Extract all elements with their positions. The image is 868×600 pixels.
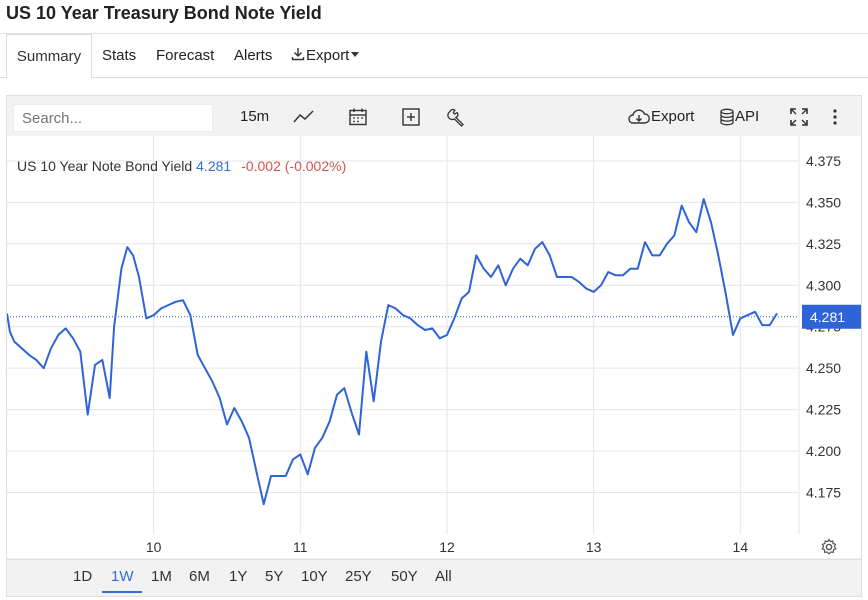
range-6m[interactable]: 6M bbox=[189, 568, 210, 585]
active-range-underline bbox=[102, 591, 142, 593]
y-tick-label: 4.225 bbox=[806, 402, 841, 418]
y-tick-label: 4.375 bbox=[806, 153, 841, 169]
export-button[interactable]: Export bbox=[627, 102, 694, 132]
y-tick-label: 4.200 bbox=[806, 443, 841, 459]
range-1d[interactable]: 1D bbox=[73, 568, 93, 585]
range-50y[interactable]: 50Y bbox=[391, 568, 418, 585]
range-10y[interactable]: 10Y bbox=[301, 568, 328, 585]
range-5y[interactable]: 5Y bbox=[265, 568, 284, 585]
legend-series-name: US 10 Year Note Bond Yield bbox=[17, 158, 193, 174]
plot-area: 4.1754.2004.2254.2504.2754.3004.3254.350… bbox=[6, 136, 861, 558]
series-line bbox=[6, 198, 778, 506]
api-button[interactable]: API bbox=[719, 102, 759, 132]
tab-summary[interactable]: Summary bbox=[6, 34, 92, 79]
gear-icon[interactable] bbox=[820, 538, 838, 556]
page-title: US 10 Year Treasury Bond Note Yield bbox=[6, 3, 322, 23]
tab-alerts[interactable]: Alerts bbox=[234, 47, 273, 64]
x-tick-label: 11 bbox=[293, 539, 308, 555]
interval-selector[interactable]: 15m bbox=[240, 108, 270, 125]
api-button-label: API bbox=[735, 108, 760, 125]
x-tick-label: 10 bbox=[146, 539, 162, 555]
last-value-badge bbox=[802, 304, 861, 329]
cloud-download-icon bbox=[628, 109, 650, 124]
line-chart-icon[interactable] bbox=[293, 102, 315, 132]
range-1y[interactable]: 1Y bbox=[229, 568, 248, 585]
chart-legend: US 10 Year Note Bond Yield 4.281 -0.002 (-… bbox=[17, 158, 346, 174]
range-1m[interactable]: 1M bbox=[151, 568, 172, 585]
y-tick-label: 4.350 bbox=[806, 194, 841, 210]
chevron-down-icon bbox=[351, 52, 360, 57]
symbol-search-input[interactable] bbox=[13, 104, 213, 132]
x-tick-label: 13 bbox=[586, 539, 602, 555]
wrench-icon[interactable] bbox=[447, 102, 467, 132]
range-selector-bar: 1D 1W 1M 6M 1Y 5Y 10Y 25Y 50Y All bbox=[7, 538, 861, 596]
tab-export[interactable]: Export bbox=[291, 34, 360, 78]
download-icon bbox=[291, 48, 305, 61]
export-button-label: Export bbox=[651, 108, 695, 125]
fullscreen-icon[interactable] bbox=[789, 102, 809, 132]
chart-panel: 15m Export API 4.1754.2004.2254.2504.275… bbox=[6, 95, 862, 597]
add-indicator-icon[interactable] bbox=[401, 102, 421, 132]
legend-change: -0.002 (-0.002%) bbox=[241, 158, 347, 174]
y-tick-label: 4.325 bbox=[806, 236, 841, 252]
y-tick-label: 4.300 bbox=[806, 277, 841, 293]
tab-export-label: Export bbox=[306, 47, 350, 64]
tab-forecast[interactable]: Forecast bbox=[156, 47, 215, 64]
last-value-label: 4.281 bbox=[810, 309, 845, 325]
tab-stats[interactable]: Stats bbox=[102, 47, 137, 64]
y-tick-label: 4.250 bbox=[806, 360, 841, 376]
more-vert-icon[interactable] bbox=[831, 102, 839, 132]
range-25y[interactable]: 25Y bbox=[345, 568, 372, 585]
range-all[interactable]: All bbox=[435, 568, 452, 585]
database-icon bbox=[720, 108, 734, 126]
tab-bar: Summary Stats Forecast Alerts Export bbox=[0, 33, 868, 79]
calendar-icon[interactable] bbox=[348, 102, 368, 132]
legend-last-value: 4.281 bbox=[196, 158, 232, 174]
x-tick-label: 14 bbox=[733, 539, 749, 555]
range-1w[interactable]: 1W bbox=[111, 568, 134, 585]
x-tick-label: 12 bbox=[439, 539, 455, 555]
price-chart[interactable]: 4.1754.2004.2254.2504.2754.3004.3254.350… bbox=[6, 136, 861, 558]
y-tick-label: 4.175 bbox=[806, 485, 841, 501]
